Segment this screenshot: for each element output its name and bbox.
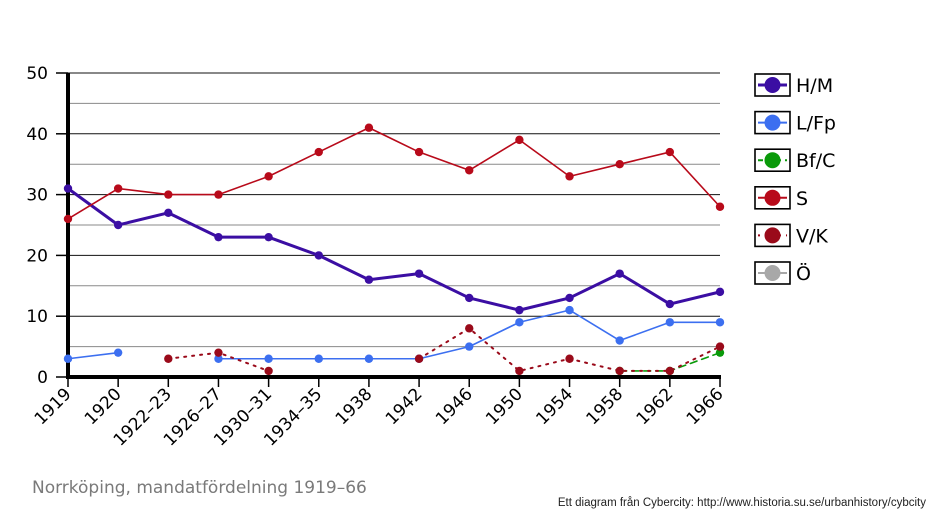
- data-point-h-m: [164, 208, 173, 218]
- x-tick-label: 1966: [683, 384, 728, 429]
- data-point-s: [515, 135, 524, 145]
- data-point-h-m: [314, 251, 323, 260]
- series-line-l-fp: [217, 309, 721, 360]
- data-point-s: [314, 147, 323, 157]
- legend-marker-v-k: [764, 227, 781, 244]
- data-point-v-k: [715, 342, 725, 351]
- data-point-h-m: [63, 184, 73, 193]
- data-point-l-fp: [515, 318, 524, 327]
- y-tick-label: 0: [37, 368, 48, 388]
- data-point-bf-c: [715, 348, 725, 357]
- data-point-v-k: [465, 324, 474, 333]
- series-line-l-fp: [67, 351, 119, 360]
- legend-label-s: S: [796, 188, 808, 210]
- data-point-h-m: [264, 232, 273, 242]
- y-tick-label: 20: [26, 246, 48, 266]
- data-point-v-k: [615, 366, 624, 376]
- data-point-v-k: [164, 354, 173, 363]
- data-point-s: [615, 160, 624, 169]
- data-point-s: [665, 147, 675, 157]
- data-point-h-m: [715, 287, 725, 297]
- y-tick-label: 10: [26, 307, 48, 327]
- legend-marker-h-m: [764, 77, 781, 93]
- data-point-l-fp: [63, 354, 73, 363]
- data-point-s: [414, 147, 424, 157]
- legend-label-l-fp: L/Fp: [796, 113, 836, 135]
- data-point-h-m: [515, 305, 524, 315]
- x-tick-label: 1946: [432, 384, 477, 429]
- data-point-s: [164, 190, 173, 199]
- data-point-s: [565, 172, 574, 181]
- data-point-s: [715, 202, 725, 211]
- legend-marker-l-fp: [764, 114, 781, 131]
- series-line-v-k: [418, 327, 721, 372]
- data-point-l-fp: [465, 342, 474, 351]
- legend-label-v-k: V/K: [796, 225, 828, 247]
- chart-caption: Norrköping, mandatfördelning 1919–66: [32, 478, 367, 498]
- data-point-s: [364, 123, 374, 132]
- y-tick-label: 30: [26, 186, 48, 206]
- data-point-s: [264, 172, 273, 181]
- x-tick-label: 1950: [482, 384, 527, 429]
- data-point-h-m: [615, 269, 624, 278]
- data-point-v-k: [214, 348, 223, 357]
- legend-marker-series-5: [764, 265, 781, 281]
- data-point-v-k: [264, 366, 273, 376]
- data-point-v-k: [665, 366, 675, 376]
- data-point-h-m: [214, 232, 223, 242]
- data-point-s: [113, 184, 123, 193]
- x-tick-label: 1958: [582, 384, 627, 429]
- legend-label-series-5: Ö: [796, 262, 811, 285]
- x-tick-label: 1942: [382, 384, 427, 429]
- data-point-l-fp: [565, 305, 574, 315]
- y-tick-label: 40: [26, 125, 48, 145]
- data-point-v-k: [414, 354, 424, 363]
- data-point-l-fp: [314, 354, 323, 363]
- data-point-v-k: [565, 354, 574, 363]
- y-tick-label: 50: [26, 64, 48, 84]
- x-tick-label: 1954: [532, 384, 577, 429]
- legend-label-h-m: H/M: [796, 75, 833, 97]
- series-line-h-m: [66, 187, 722, 312]
- data-point-l-fp: [214, 354, 223, 363]
- data-point-h-m: [364, 275, 374, 284]
- data-point-h-m: [465, 293, 474, 303]
- data-point-s: [465, 166, 474, 175]
- legend-marker-bf-c: [764, 152, 781, 169]
- series-line-s: [67, 126, 721, 220]
- data-point-l-fp: [615, 336, 624, 345]
- data-point-l-fp: [264, 354, 273, 363]
- data-point-l-fp: [364, 354, 374, 363]
- data-point-h-m: [414, 269, 424, 278]
- legend-label-bf-c: Bf/C: [796, 150, 835, 172]
- x-tick-label: 1919: [31, 384, 76, 429]
- data-point-l-fp: [665, 318, 675, 327]
- data-point-s: [214, 190, 223, 199]
- credit-text: Ett diagram från Cybercity: http://www.h…: [557, 497, 926, 509]
- data-point-h-m: [565, 293, 574, 303]
- series-points: [63, 123, 725, 376]
- data-point-h-m: [665, 299, 675, 309]
- data-point-l-fp: [113, 348, 123, 357]
- x-tick-label: 1920: [81, 384, 126, 429]
- legend-marker-s: [764, 189, 781, 206]
- legend: H/M L/Fp Bf/C S V/K Ö: [754, 73, 836, 285]
- x-tick-label: 1962: [633, 384, 678, 429]
- data-point-l-fp: [715, 318, 725, 327]
- data-point-h-m: [113, 220, 123, 230]
- data-point-s: [63, 214, 73, 224]
- data-point-v-k: [515, 366, 524, 376]
- x-tick-label: 1938: [332, 384, 377, 429]
